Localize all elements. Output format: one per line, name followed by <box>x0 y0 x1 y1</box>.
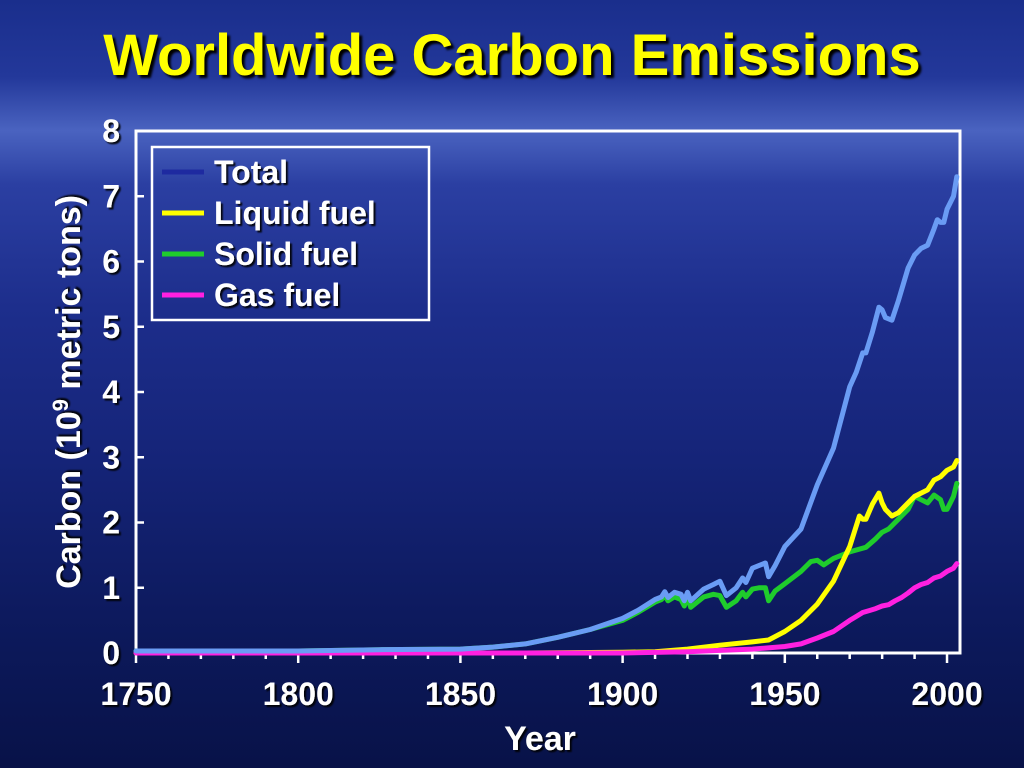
x-tick-label: 1750 <box>100 676 171 712</box>
y-tick-label: 4 <box>102 374 120 410</box>
series-line-solid-fuel <box>133 480 960 654</box>
y-tick-label: 5 <box>102 309 120 345</box>
y-tick-label: 6 <box>102 244 120 280</box>
x-axis-title: Year <box>504 720 576 758</box>
x-axis: 1750 1800 1850 1900 1950 2000 <box>100 653 983 712</box>
y-axis-title: Carbon (109 metric tons) <box>48 195 88 589</box>
y-axis-title-main: Carbon (10 <box>50 411 88 589</box>
y-axis: 0 1 2 3 4 5 6 7 8 <box>102 113 144 671</box>
y-tick-label: 3 <box>102 439 120 475</box>
x-tick-label: 1850 <box>425 676 496 712</box>
legend-label-solid-fuel: Solid fuel <box>214 236 358 272</box>
legend-label-liquid-fuel: Liquid fuel <box>214 195 376 231</box>
y-tick-label: 7 <box>102 178 120 214</box>
series-lines <box>133 174 960 656</box>
y-tick-label: 0 <box>102 635 120 671</box>
x-tick-label: 1800 <box>263 676 334 712</box>
legend-label-gas-fuel: Gas fuel <box>214 277 340 313</box>
y-tick-label: 2 <box>102 505 120 541</box>
y-axis-title-suffix: metric tons) <box>50 195 88 399</box>
slide-title: Worldwide Carbon Emissions <box>103 23 921 88</box>
series-line-liquid-fuel <box>133 458 960 656</box>
legend-label-total: Total <box>214 154 288 190</box>
x-tick-label: 2000 <box>911 676 982 712</box>
legend: Total Liquid fuel Solid fuel Gas fuel <box>150 145 431 322</box>
x-tick-label: 1950 <box>749 676 820 712</box>
y-tick-label: 8 <box>102 113 120 149</box>
y-tick-label: 1 <box>102 570 120 606</box>
y-axis-title-superscript: 9 <box>48 399 73 411</box>
x-tick-label: 1900 <box>587 676 658 712</box>
series-line-gas-fuel <box>133 561 960 656</box>
series-line-total <box>133 174 960 654</box>
legend-box <box>150 145 431 322</box>
